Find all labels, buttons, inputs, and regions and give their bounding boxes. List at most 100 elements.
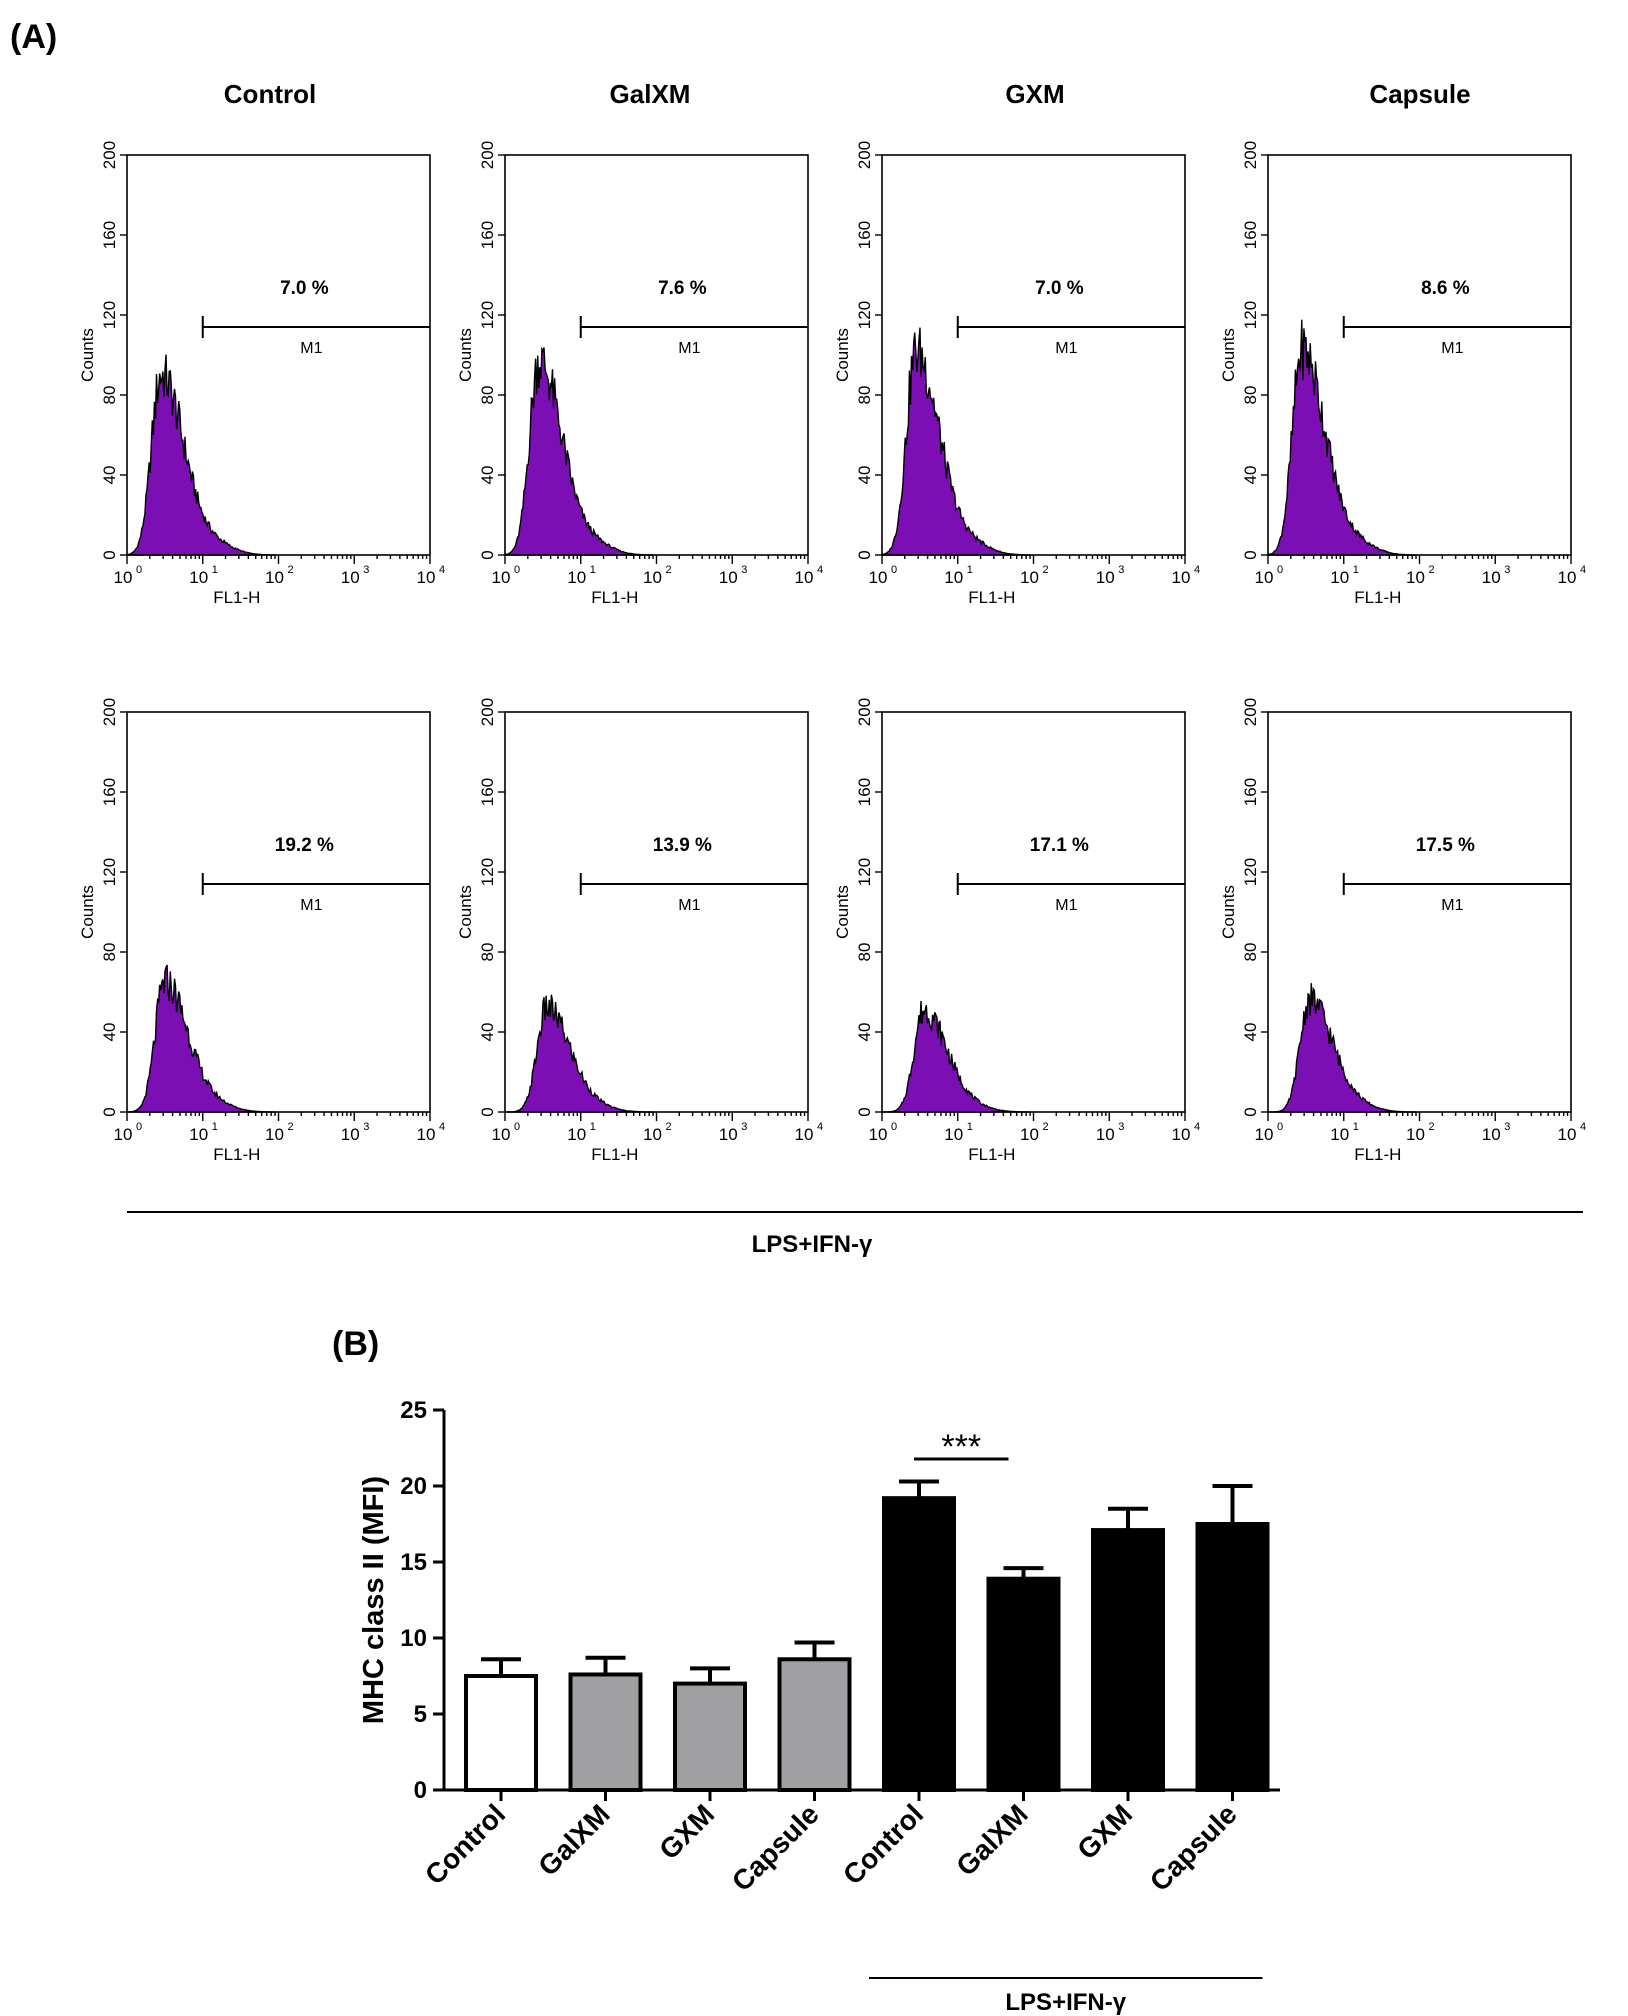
x-tick-label: 10 xyxy=(417,568,436,587)
x-tick-exponent: 2 xyxy=(666,564,672,576)
x-tick-label: 10 xyxy=(341,568,360,587)
x-tick-exponent: 1 xyxy=(1353,564,1359,576)
x-tick-exponent: 1 xyxy=(590,1121,596,1133)
x-tick-label: 10 xyxy=(1482,568,1501,587)
x-tick-exponent: 1 xyxy=(967,1121,973,1133)
x-tick-label: 10 xyxy=(114,568,133,587)
significance-label: *** xyxy=(941,1428,981,1466)
percent-label: 7.6 % xyxy=(658,278,707,299)
x-tick-label: 10 xyxy=(265,568,284,587)
y-tick-label: 120 xyxy=(100,858,119,886)
y-tick-label: 40 xyxy=(855,1023,874,1042)
percent-label: 8.6 % xyxy=(1421,278,1470,299)
x-tick-label: 10 xyxy=(1172,568,1191,587)
gate-label: M1 xyxy=(300,340,322,357)
x-tick-exponent: 1 xyxy=(212,564,218,576)
y-tick-label: 0 xyxy=(1241,1107,1260,1116)
x-axis-title: FL1-H xyxy=(591,1145,638,1164)
x-tick-exponent: 3 xyxy=(363,1121,369,1133)
x-tick-label: 10 xyxy=(114,1125,133,1144)
x-tick-label: 10 xyxy=(492,1125,511,1144)
x-tick-exponent: 0 xyxy=(514,1121,520,1133)
column-title: GXM xyxy=(1005,79,1064,109)
percent-label: 7.0 % xyxy=(280,278,329,299)
y-tick-label: 80 xyxy=(855,386,874,405)
y-tick-label: 120 xyxy=(1241,858,1260,886)
x-tick-label: 10 xyxy=(567,568,586,587)
x-tick-exponent: 0 xyxy=(891,564,897,576)
x-tick-exponent: 3 xyxy=(1118,1121,1124,1133)
x-tick-label: 10 xyxy=(643,568,662,587)
x-tick-label: 10 xyxy=(643,1125,662,1144)
y-tick-label: 40 xyxy=(478,1023,497,1042)
gate-label: M1 xyxy=(1055,340,1077,357)
x-axis-title: FL1-H xyxy=(968,1145,1015,1164)
x-tick-exponent: 4 xyxy=(1580,564,1586,576)
y-axis-title: Counts xyxy=(456,885,475,939)
bar xyxy=(673,1681,747,1792)
bar xyxy=(1195,1522,1270,1792)
gate-label: M1 xyxy=(300,897,322,914)
bar xyxy=(986,1576,1061,1792)
category-label: Control xyxy=(419,1798,511,1890)
panel-a-label: (A) xyxy=(10,18,57,56)
y-tick-label: 40 xyxy=(478,466,497,485)
gate-label: M1 xyxy=(1055,897,1077,914)
x-tick-label: 10 xyxy=(265,1125,284,1144)
y-tick-label: 80 xyxy=(478,943,497,962)
histogram-fill xyxy=(882,1000,1030,1113)
y-tick-label: 40 xyxy=(100,1023,119,1042)
x-tick-exponent: 1 xyxy=(212,1121,218,1133)
y-tick-label: 40 xyxy=(1241,1023,1260,1042)
x-tick-exponent: 0 xyxy=(136,564,142,576)
y-tick-label: 0 xyxy=(414,1777,427,1804)
x-tick-exponent: 4 xyxy=(439,1121,445,1133)
category-label: GXM xyxy=(653,1798,720,1865)
x-tick-label: 10 xyxy=(1020,568,1039,587)
y-tick-label: 0 xyxy=(100,550,119,559)
x-tick-exponent: 0 xyxy=(1277,1121,1283,1133)
y-tick-label: 25 xyxy=(400,1397,427,1424)
gate-label: M1 xyxy=(678,340,700,357)
x-tick-label: 10 xyxy=(1482,1125,1501,1144)
y-tick-label: 200 xyxy=(100,141,119,169)
gate-label: M1 xyxy=(678,897,700,914)
category-label: Control xyxy=(837,1798,929,1890)
x-tick-exponent: 0 xyxy=(514,564,520,576)
x-tick-label: 10 xyxy=(417,1125,436,1144)
y-tick-label: 120 xyxy=(100,301,119,329)
x-tick-label: 10 xyxy=(341,1125,360,1144)
x-tick-label: 10 xyxy=(1172,1125,1191,1144)
y-axis-title: Counts xyxy=(1219,885,1238,939)
y-tick-label: 160 xyxy=(855,221,874,249)
y-tick-label: 160 xyxy=(100,221,119,249)
y-tick-label: 80 xyxy=(1241,386,1260,405)
x-tick-label: 10 xyxy=(1330,1125,1349,1144)
x-tick-exponent: 2 xyxy=(1429,564,1435,576)
x-axis-title: FL1-H xyxy=(968,588,1015,607)
x-axis-title: FL1-H xyxy=(1354,1145,1401,1164)
bar xyxy=(568,1672,643,1792)
x-tick-label: 10 xyxy=(719,568,738,587)
x-tick-label: 10 xyxy=(189,1125,208,1144)
x-axis-title: FL1-H xyxy=(213,588,260,607)
y-tick-label: 5 xyxy=(414,1701,427,1728)
x-tick-label: 10 xyxy=(944,1125,963,1144)
x-tick-label: 10 xyxy=(492,568,511,587)
category-label: GXM xyxy=(1071,1798,1138,1865)
x-tick-label: 10 xyxy=(869,568,888,587)
x-tick-label: 10 xyxy=(1096,568,1115,587)
panel-b-label: (B) xyxy=(332,1325,379,1363)
y-tick-label: 160 xyxy=(1241,778,1260,806)
y-axis-title: Counts xyxy=(833,885,852,939)
category-label: Capsule xyxy=(1144,1798,1243,1897)
x-tick-label: 10 xyxy=(1255,1125,1274,1144)
x-tick-label: 10 xyxy=(1096,1125,1115,1144)
y-tick-label: 200 xyxy=(478,698,497,726)
x-tick-exponent: 4 xyxy=(1580,1121,1586,1133)
x-tick-label: 10 xyxy=(1406,1125,1425,1144)
histogram-fill xyxy=(1267,319,1416,556)
y-tick-label: 160 xyxy=(478,778,497,806)
